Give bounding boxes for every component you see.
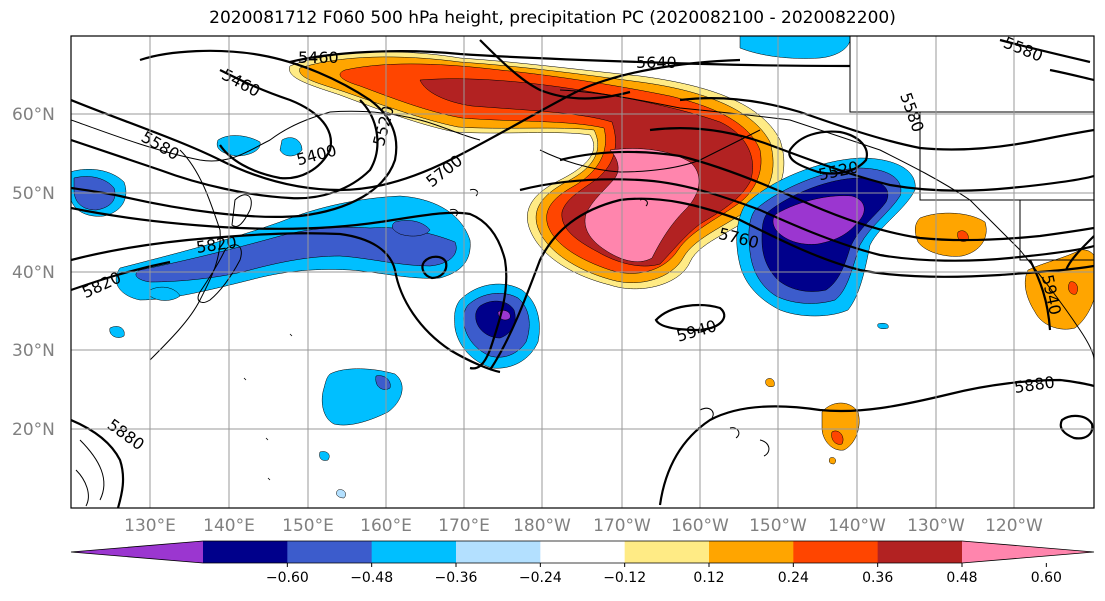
colorbar-segment: [371, 541, 457, 563]
contour-label: 5460: [298, 48, 339, 67]
colorbar-segment: [287, 541, 373, 563]
negative-anomaly-shading: [71, 36, 916, 499]
colorbar-tick-label: −0.24: [519, 570, 562, 586]
colorbar: −0.60 −0.48 −0.36 −0.24 −0.12 0.12 0.24 0.36 0.4…: [70, 540, 1095, 586]
lon-label: 130°E: [124, 516, 176, 536]
lon-label: 140°E: [203, 516, 255, 536]
lat-label: 60°N: [12, 105, 55, 125]
map-frame: [70, 35, 1095, 509]
colorbar-tick-label: 0.24: [778, 570, 809, 586]
latitude-labels: 20°N 30°N 40°N 50°N 60°N: [12, 105, 55, 440]
contour-label: 5640: [636, 53, 677, 72]
colorbar-tick-label: 0.36: [862, 570, 893, 586]
lon-label: 160°E: [360, 516, 412, 536]
colorbar-tick-label: −0.48: [350, 570, 393, 586]
lat-label: 20°N: [12, 420, 55, 440]
colorbar-segment: [793, 541, 879, 563]
colorbar-segment: [709, 541, 794, 563]
colorbar-segment: [877, 541, 963, 563]
lat-label: 50°N: [12, 184, 55, 204]
lon-label: 150°W: [749, 516, 807, 536]
colorbar-segment: [203, 541, 288, 563]
lon-label: 150°E: [282, 516, 334, 536]
longitude-labels: 130°E 140°E 150°E 160°E 170°E 180°W 170°…: [124, 516, 1043, 536]
colorbar-tick-label: 0.48: [946, 570, 977, 586]
colorbar-tick-label: 0.60: [1031, 570, 1062, 586]
lon-label: 140°W: [828, 516, 886, 536]
colorbar-tick-label: −0.36: [435, 570, 478, 586]
lat-label: 40°N: [12, 263, 55, 283]
lon-label: 170°W: [593, 516, 651, 536]
height-contours: [71, 38, 1094, 508]
colorbar-tick-label: 0.12: [693, 570, 724, 586]
colorbar-segment: [456, 541, 541, 563]
minor-outlines: [243, 333, 293, 481]
positive-anomaly-shading: [289, 51, 1094, 465]
colorbar-segment: [540, 541, 626, 563]
map-title: 2020081712 F060 500 hPa height, precipit…: [209, 8, 896, 28]
coastlines: [71, 36, 1094, 507]
colorbar-outline: [70, 540, 1095, 564]
lat-label: 30°N: [12, 341, 55, 361]
lon-label: 160°W: [671, 516, 729, 536]
colorbar-tick-label: −0.60: [266, 570, 309, 586]
lon-label: 120°W: [985, 516, 1043, 536]
lon-label: 130°W: [907, 516, 965, 536]
colorbar-segment: [624, 541, 710, 563]
colorbar-tick-label: −0.12: [603, 570, 646, 586]
colorbar-extend-low: [71, 541, 203, 563]
lon-label: 180°W: [513, 516, 571, 536]
colorbar-extend-high: [962, 541, 1094, 563]
graticule: [71, 36, 1094, 508]
lon-label: 170°E: [438, 516, 490, 536]
